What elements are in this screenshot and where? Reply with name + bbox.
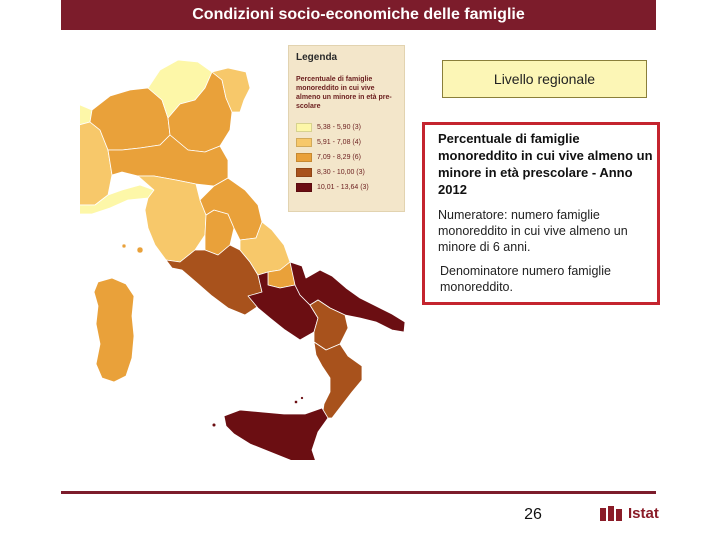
- map-legend: Legenda Percentuale di famiglie monoredd…: [288, 45, 405, 212]
- slide-title: Condizioni socio-economiche delle famigl…: [61, 0, 656, 30]
- legend-swatch: [296, 123, 312, 132]
- italy-map: [80, 59, 406, 460]
- legend-label: 5,91 - 7,08 (4): [317, 139, 361, 146]
- island-eolie-1: [294, 400, 298, 404]
- region-calabria: [313, 341, 363, 419]
- island-eolie-2: [300, 396, 304, 400]
- region-friuli-venezia-giulia: [211, 67, 251, 113]
- legend-swatch: [296, 183, 312, 192]
- legend-label: 8,30 - 10,00 (3): [317, 169, 365, 176]
- legend-item: 7,09 - 8,29 (6): [296, 153, 361, 162]
- region-sardegna: [93, 277, 135, 383]
- legend-item: 10,01 - 13,64 (3): [296, 183, 369, 192]
- legend-swatch: [296, 138, 312, 147]
- legend-swatch: [296, 168, 312, 177]
- indicator-info-box: Percentuale di famiglie monoreddito in c…: [422, 122, 660, 305]
- legend-item: 5,38 - 5,90 (3): [296, 123, 361, 132]
- legend-label: 7,09 - 8,29 (6): [317, 154, 361, 161]
- legend-description: Percentuale di famiglie monoreddito in c…: [296, 76, 392, 110]
- region-emilia-romagna: [107, 134, 229, 187]
- legend-label: 10,01 - 13,64 (3): [317, 184, 369, 191]
- footer-divider: [61, 491, 656, 494]
- island-elba: [136, 246, 144, 254]
- level-label-box: Livello regionale: [442, 60, 647, 98]
- legend-item: 5,91 - 7,08 (4): [296, 138, 361, 147]
- island-capraia: [121, 243, 127, 249]
- page-number: 26: [524, 506, 542, 523]
- legend-title: Legenda: [296, 52, 338, 63]
- istat-logo-icon: [600, 506, 622, 521]
- indicator-title: Percentuale di famiglie monoreddito in c…: [438, 131, 653, 197]
- numerator-text: Numeratore: numero famiglie monoreddito …: [438, 208, 628, 254]
- istat-logo-text: Istat: [628, 505, 659, 522]
- legend-swatch: [296, 153, 312, 162]
- legend-label: 5,38 - 5,90 (3): [317, 124, 361, 131]
- denominator-text: Denominatore numero famiglie monoreddito…: [440, 264, 611, 294]
- region-sicilia: [223, 407, 329, 460]
- island-egadi: [211, 422, 217, 428]
- legend-item: 8,30 - 10,00 (3): [296, 168, 365, 177]
